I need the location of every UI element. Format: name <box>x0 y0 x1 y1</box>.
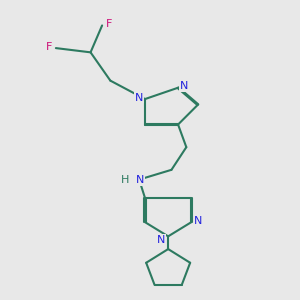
Text: F: F <box>106 19 112 29</box>
Text: N: N <box>136 175 144 185</box>
Text: N: N <box>194 216 203 226</box>
Text: N: N <box>135 93 143 103</box>
Text: H: H <box>121 175 129 185</box>
Text: N: N <box>180 81 188 91</box>
Text: N: N <box>157 235 165 245</box>
Text: F: F <box>45 42 52 52</box>
